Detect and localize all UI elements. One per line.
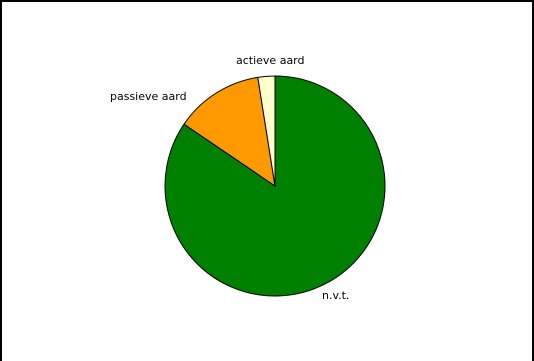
- label-actieve-aard: actieve aard: [236, 54, 305, 67]
- frame-border-left: [0, 0, 2, 361]
- label-passieve-aard: passieve aard: [110, 90, 187, 103]
- label-nvt: n.v.t.: [322, 289, 349, 302]
- frame-border-right: [532, 0, 534, 361]
- slice-actieve-aard: [257, 75, 276, 187]
- slice-passieve-aard: [183, 76, 276, 188]
- frame-border-top: [0, 0, 534, 2]
